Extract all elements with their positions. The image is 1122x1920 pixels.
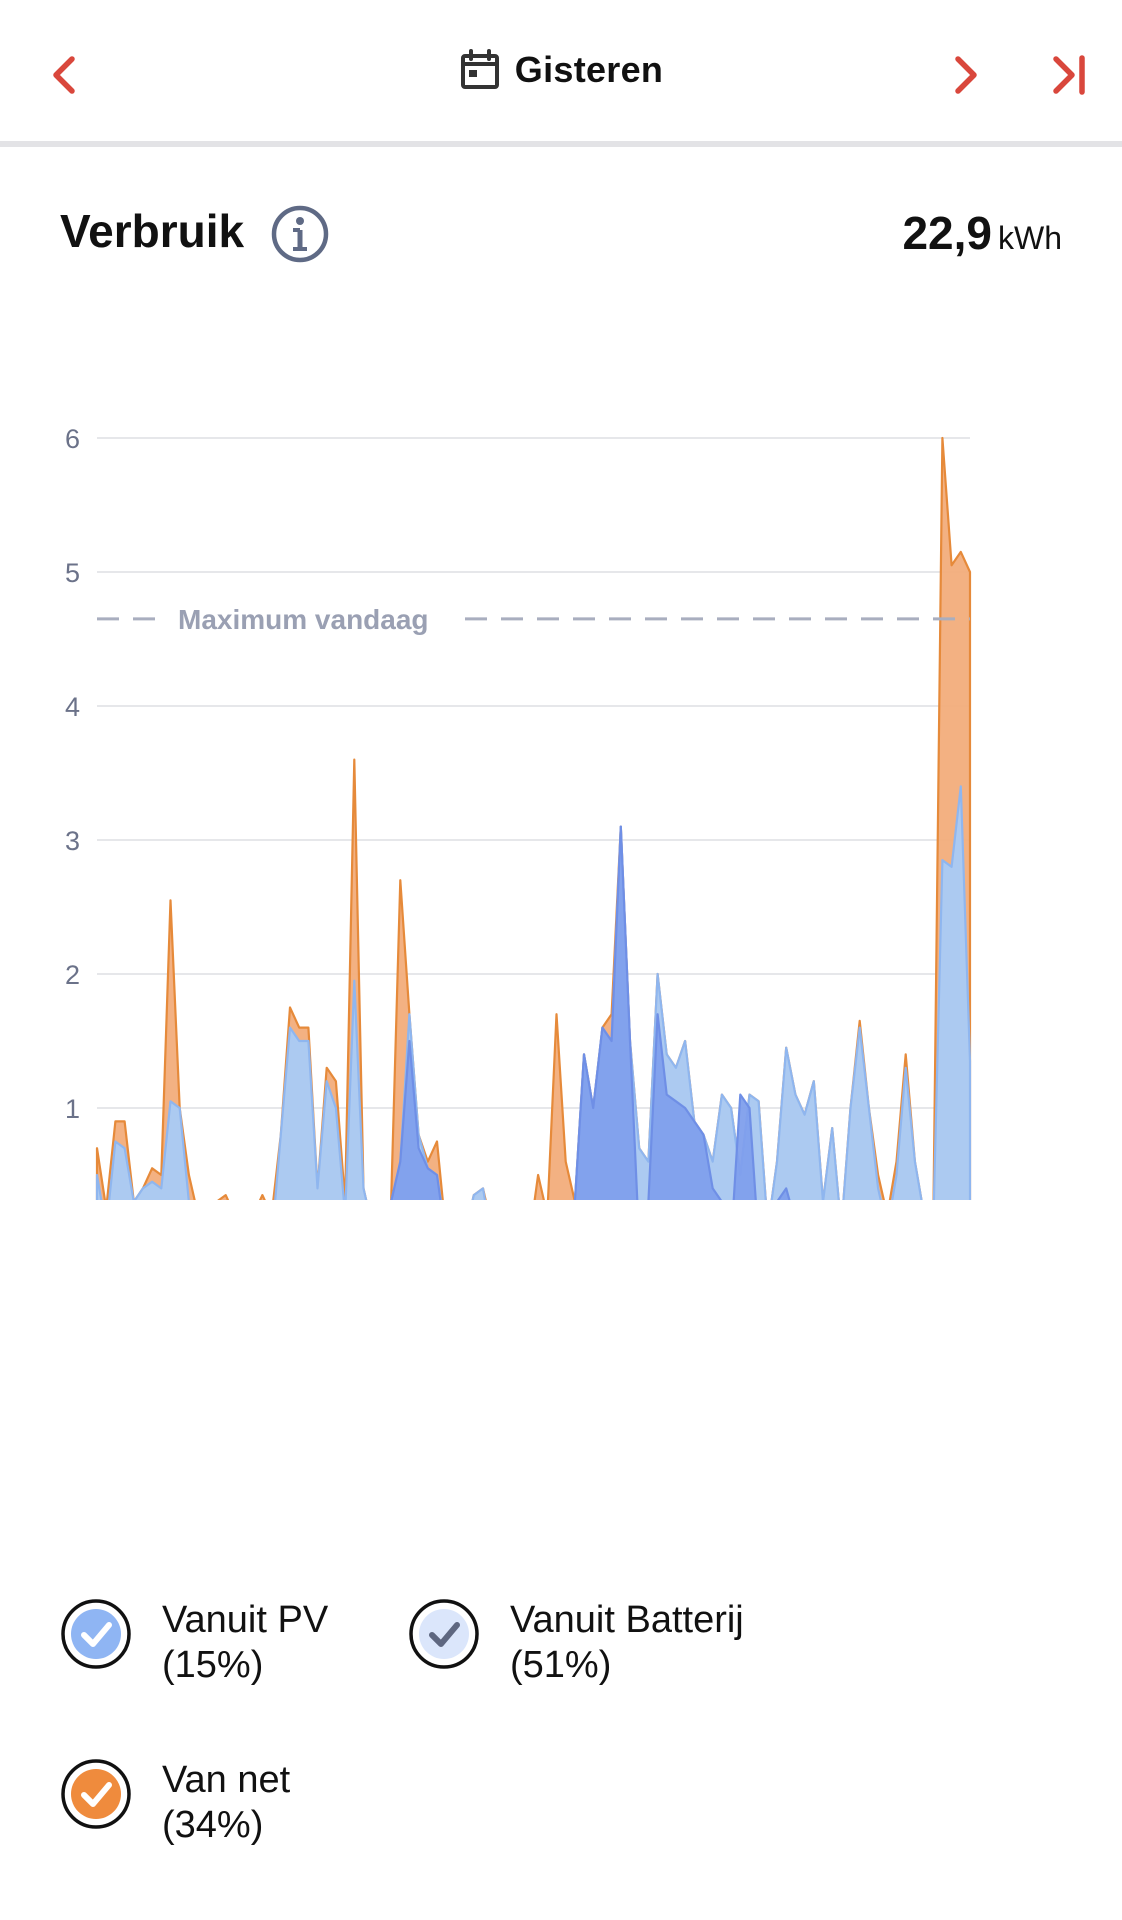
date-label: Gisteren (514, 49, 664, 90)
legend-pv-percent: (15%) (162, 1644, 264, 1686)
legend-label-pv: Vanuit PV (15%) (162, 1598, 328, 1688)
check-circle-icon (409, 1599, 479, 1669)
y-tick-label: 1 (65, 1094, 80, 1124)
total-consumption: 22,9 kWh (902, 206, 1062, 260)
legend-battery-percent: (51%) (510, 1644, 612, 1686)
check-circle-icon (61, 1599, 131, 1669)
legend-item-battery[interactable]: Vanuit Batterij (51%) (408, 1598, 744, 1688)
consumption-chart: Maximum vandaag 123456kW05:0010:0015:002… (65, 424, 972, 1200)
legend-grid-percent: (34%) (162, 1804, 264, 1846)
check-circle-icon (61, 1759, 131, 1829)
series-area-vanuit-batterij (390, 825, 791, 1200)
y-tick-label: 5 (65, 558, 80, 588)
legend-grid-name: Van net (162, 1759, 291, 1801)
legend-label-grid: Van net (34%) (162, 1758, 290, 1848)
skip-to-today-button[interactable] (1040, 40, 1100, 110)
legend-label-battery: Vanuit Batterij (51%) (510, 1598, 744, 1688)
reference-line-label: Maximum vandaag (178, 604, 429, 635)
info-button[interactable] (270, 204, 330, 264)
y-tick-label: 6 (65, 424, 80, 454)
calendar-icon (460, 49, 499, 89)
date-selector[interactable]: Gisteren (0, 40, 1122, 100)
series-area-van-net (95, 436, 972, 1200)
skip-to-end-icon (1053, 55, 1085, 95)
y-tick-label: 4 (65, 692, 80, 722)
legend-item-pv[interactable]: Vanuit PV (15%) (60, 1598, 328, 1688)
top-bar: Gisteren (0, 0, 1122, 147)
legend-item-grid[interactable]: Van net (34%) (60, 1758, 290, 1848)
header-divider (0, 141, 1122, 147)
next-day-button[interactable] (935, 40, 995, 110)
y-tick-label: 2 (65, 960, 80, 990)
chevron-right-icon (955, 56, 977, 94)
section-title: Verbruik (60, 205, 245, 257)
total-unit: kWh (998, 220, 1062, 256)
previous-day-button[interactable] (35, 40, 95, 110)
info-icon (271, 205, 329, 263)
series-area-vanuit-pv (95, 785, 972, 1200)
legend-pv-name: Vanuit PV (162, 1599, 329, 1641)
y-tick-label: 3 (65, 826, 80, 856)
legend-battery-name: Vanuit Batterij (510, 1599, 744, 1641)
total-value: 22,9 (902, 207, 992, 259)
chevron-left-icon (53, 56, 75, 94)
